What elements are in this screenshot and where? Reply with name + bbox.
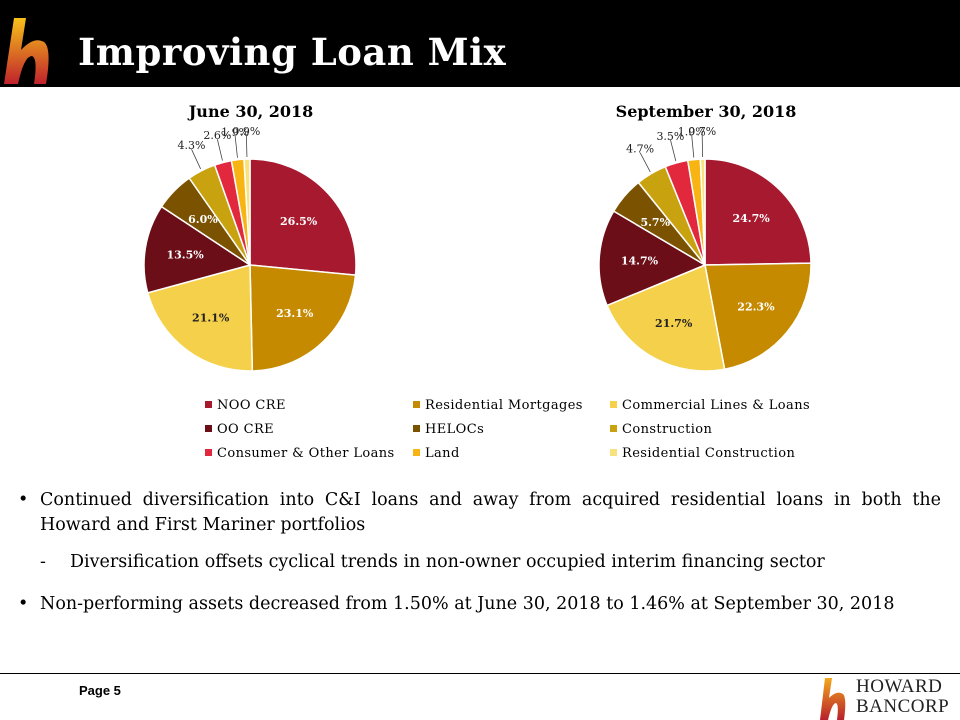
legend-label: OO CRE (217, 422, 275, 437)
legend-swatch (610, 401, 617, 408)
legend-swatch (413, 449, 420, 456)
bullet-marker: • (18, 594, 29, 614)
data-label: 1.9% (678, 126, 706, 139)
legend-swatch (610, 449, 617, 456)
sub-bullet-marker: - (40, 552, 46, 572)
chart-title-june: June 30, 2018 (188, 102, 314, 121)
legend-swatch (413, 401, 420, 408)
data-label: 3.5% (656, 130, 684, 143)
howard-bancorp-logo-icon (820, 678, 846, 720)
pie-charts: 26.5%23.1%21.1%13.5%6.0%4.3%2.6%1.9%0.9%… (143, 125, 812, 372)
legend-item: NOO CRE (205, 398, 286, 413)
leader-line (191, 148, 201, 170)
legend-item: Commercial Lines & Loans (610, 398, 810, 413)
pie-slice-june-9 (243, 158, 251, 266)
legend-label: Commercial Lines & Loans (622, 398, 811, 413)
legend-item: Construction (610, 422, 712, 437)
data-label: 1.9% (221, 126, 249, 139)
header-bar: Improving Loan Mix (0, 0, 960, 87)
leader-line (639, 152, 651, 173)
leader-line (691, 135, 695, 158)
bullet-text: Continued diversification into C&I loans… (40, 490, 941, 535)
pie-slice-june-3 (146, 264, 254, 372)
sub-bullet-text: Diversification offsets cyclical trends … (70, 552, 825, 572)
data-label: 4.7% (626, 143, 654, 156)
page-title: Improving Loan Mix (78, 30, 507, 74)
legend-swatch (205, 401, 212, 408)
data-label: 4.3% (178, 139, 206, 152)
bullet-text: Non-performing assets decreased from 1.5… (40, 594, 895, 614)
chart-title-september: September 30, 2018 (615, 102, 797, 121)
sub-bullet-item: - Diversification offsets cyclical trend… (18, 550, 941, 575)
legend-swatch (610, 425, 617, 432)
legend-item: Consumer & Other Loans (205, 446, 395, 461)
leader-line (234, 135, 238, 158)
leader-line (216, 139, 223, 161)
legend-item: Residential Construction (610, 446, 795, 461)
legend-label: Construction (622, 422, 713, 437)
pie-slice-september-9 (699, 158, 706, 266)
brand-name: HOWARD BANCORP (856, 677, 949, 717)
data-label: 6.0% (188, 213, 218, 226)
pie-slice-september-3 (606, 263, 726, 372)
pie-slice-september-2 (704, 262, 812, 371)
data-label: 2.6% (203, 129, 231, 142)
legend-label: HELOCs (425, 422, 485, 437)
data-label: 13.5% (166, 249, 204, 262)
brand-line-1: HOWARD (856, 676, 943, 697)
legend-item: HELOCs (413, 422, 484, 437)
legend-swatch (413, 425, 420, 432)
bullet-marker: • (18, 490, 29, 510)
data-label: 21.1% (192, 312, 230, 325)
data-label: 21.7% (655, 317, 693, 330)
data-label: 5.7% (640, 216, 670, 229)
footer-divider (0, 673, 960, 674)
legend-swatch (205, 425, 212, 432)
legend-label: Consumer & Other Loans (217, 446, 395, 461)
data-label: 23.1% (276, 307, 314, 320)
data-label: 24.7% (732, 212, 770, 225)
legend-item: OO CRE (205, 422, 274, 437)
data-label: 0.7% (688, 125, 716, 138)
data-label: 26.5% (280, 215, 318, 228)
legend-swatch (205, 449, 212, 456)
page-number: Page 5 (79, 683, 121, 698)
bullet-list: • Continued diversification into C&I loa… (18, 488, 941, 617)
data-label: 14.7% (621, 254, 659, 267)
pie-slice-june-1 (249, 158, 357, 276)
legend-label: Land (425, 446, 460, 461)
leader-line (670, 139, 677, 162)
pie-slice-september-1 (704, 158, 812, 266)
howard-h-logo-icon (4, 18, 49, 84)
data-label: 22.3% (737, 301, 775, 314)
pie-slice-september-4 (598, 210, 707, 307)
data-label: 0.9% (232, 125, 260, 138)
brand-logo: HOWARD BANCORP (818, 676, 953, 720)
bullet-item: • Non-performing assets decreased from 1… (18, 592, 941, 617)
legend-item: Land (413, 446, 460, 461)
legend-label: Residential Mortgages (425, 398, 583, 413)
leader-line (245, 135, 248, 158)
legend-label: NOO CRE (217, 398, 286, 413)
legend-label: Residential Construction (622, 446, 796, 461)
bullet-item: • Continued diversification into C&I loa… (18, 488, 941, 538)
legend-item: Residential Mortgages (413, 398, 583, 413)
pie-slice-june-2 (249, 264, 357, 372)
brand-line-2: BANCORP (856, 696, 950, 717)
pie-slice-june-4 (143, 205, 252, 294)
